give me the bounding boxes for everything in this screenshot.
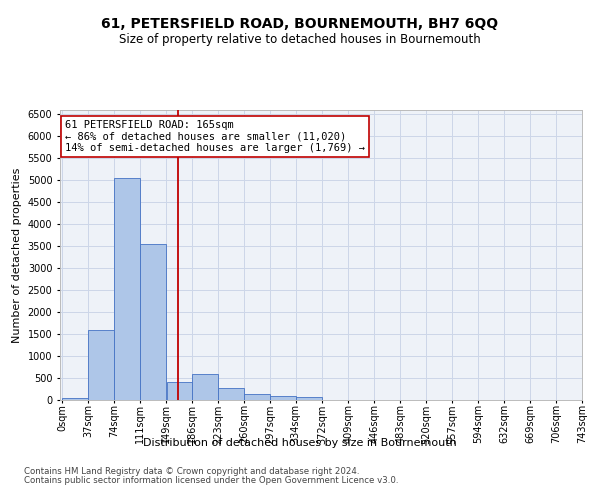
Bar (114, 178, 140, 400)
Bar (193, 374, 218, 400)
Bar (270, 396, 296, 400)
Bar (296, 397, 322, 400)
Bar (140, 244, 166, 400)
Text: Contains HM Land Registry data © Crown copyright and database right 2024.: Contains HM Land Registry data © Crown c… (24, 467, 359, 476)
Y-axis label: Number of detached properties: Number of detached properties (12, 168, 22, 342)
Text: Contains public sector information licensed under the Open Government Licence v3: Contains public sector information licen… (24, 476, 398, 485)
Text: 61, PETERSFIELD ROAD, BOURNEMOUTH, BH7 6QQ: 61, PETERSFIELD ROAD, BOURNEMOUTH, BH7 6… (101, 18, 499, 32)
Text: 61 PETERSFIELD ROAD: 165sqm
← 86% of detached houses are smaller (11,020)
14% of: 61 PETERSFIELD ROAD: 165sqm ← 86% of det… (65, 120, 365, 153)
Text: Size of property relative to detached houses in Bournemouth: Size of property relative to detached ho… (119, 32, 481, 46)
Bar (218, 388, 244, 400)
Bar (167, 382, 192, 400)
Bar (88, 330, 114, 400)
Bar (62, 398, 88, 400)
Bar (244, 394, 270, 400)
Text: Distribution of detached houses by size in Bournemouth: Distribution of detached houses by size … (143, 438, 457, 448)
